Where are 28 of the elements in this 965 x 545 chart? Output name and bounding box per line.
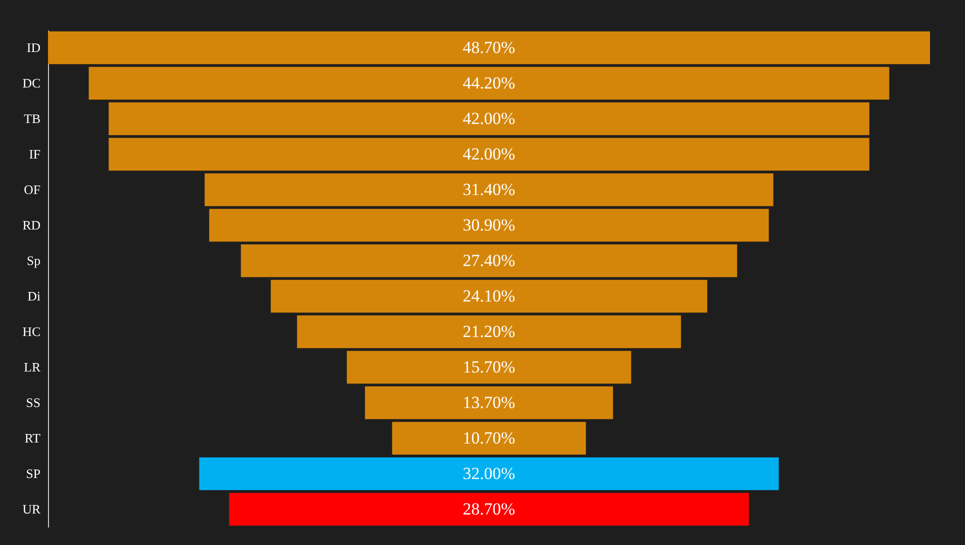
data-label: 24.10% <box>462 286 516 306</box>
category-label: OF <box>24 182 40 197</box>
data-label: 42.00% <box>462 108 516 128</box>
data-label: 15.70% <box>462 357 516 376</box>
category-label: HC <box>22 324 40 339</box>
data-label: 13.70% <box>462 392 516 412</box>
category-label: SP <box>26 466 40 481</box>
data-label: 42.00% <box>462 144 516 164</box>
category-label: DC <box>22 75 40 90</box>
data-label: 48.70% <box>462 38 516 57</box>
category-label: TB <box>24 110 41 126</box>
category-label: SS <box>26 394 40 410</box>
data-label: 21.20% <box>462 322 516 341</box>
data-label: 27.40% <box>462 250 516 270</box>
category-label: Sp <box>26 252 40 268</box>
category-label: LR <box>24 359 41 374</box>
data-label: 31.40% <box>462 180 516 199</box>
category-label: IF <box>28 146 40 162</box>
data-label: 10.70% <box>462 428 516 448</box>
category-label: RT <box>24 430 41 446</box>
data-label: 28.70% <box>462 499 516 518</box>
data-label: 44.20% <box>462 73 516 92</box>
category-label: UR <box>22 501 41 516</box>
data-label: 32.00% <box>462 464 516 483</box>
category-label: ID <box>26 40 40 55</box>
data-label: 30.90% <box>462 215 516 234</box>
category-label: Di <box>28 288 41 304</box>
category-label: RD <box>22 217 40 232</box>
